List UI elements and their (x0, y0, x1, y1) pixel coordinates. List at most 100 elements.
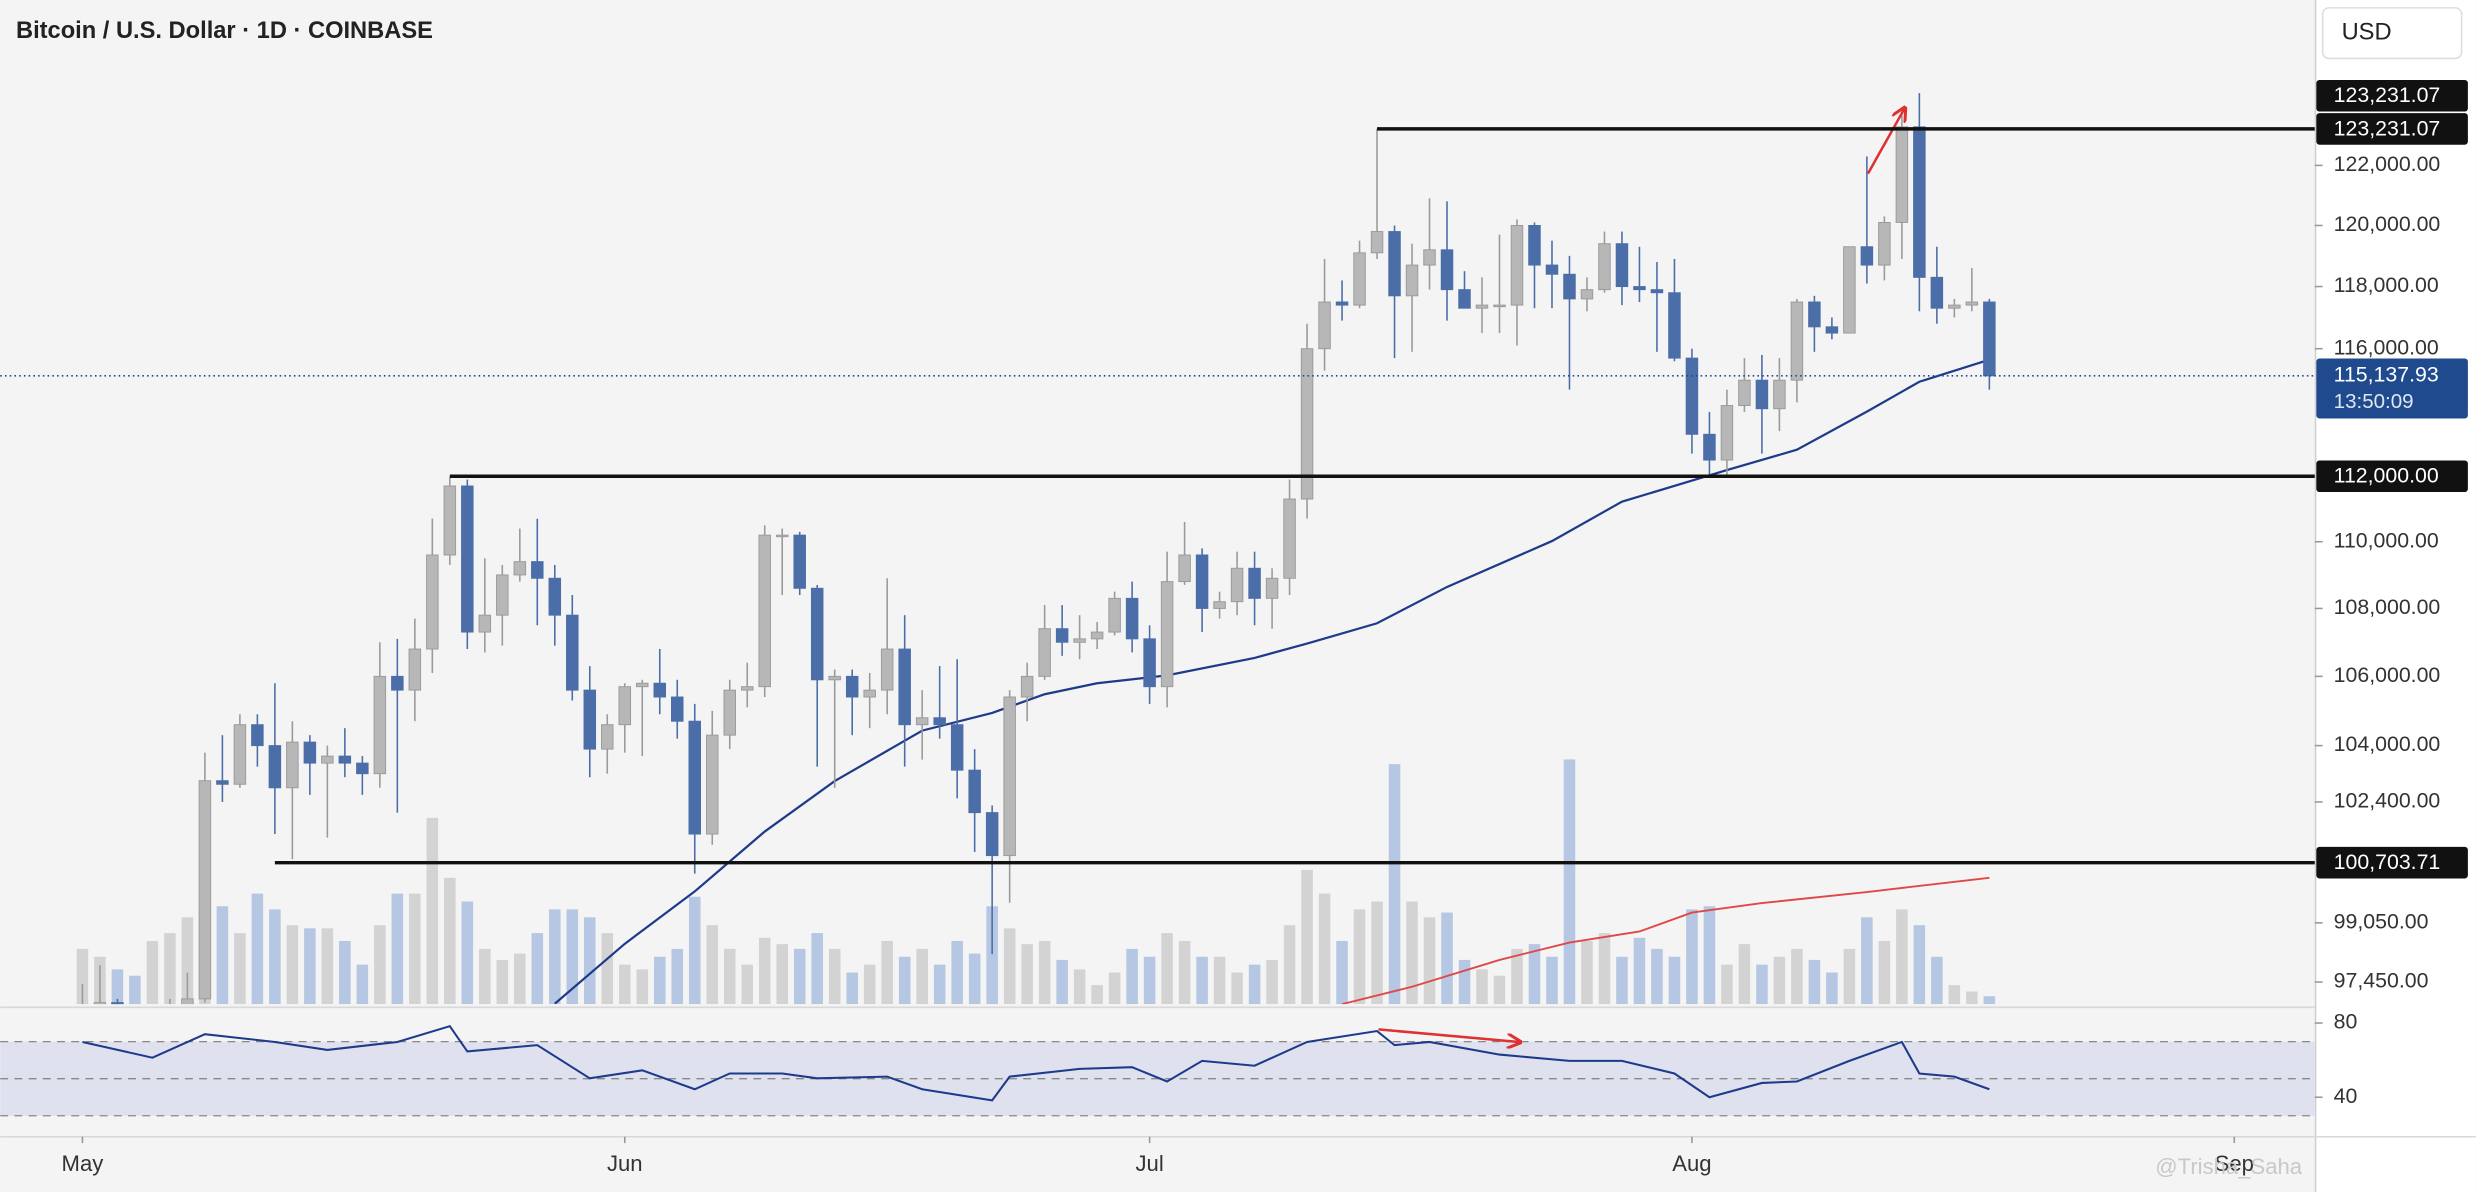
candle-body (880, 648, 894, 691)
y-tick-label: 116,000.00 (2334, 335, 2439, 359)
candle-body (933, 717, 946, 726)
volume-bar (1283, 925, 1296, 1005)
candle-body (1843, 246, 1856, 334)
last-price-label: 115,137.93 (2334, 362, 2439, 386)
volume-bar (339, 940, 351, 1005)
volume-bar (1476, 969, 1488, 1005)
volume-bar (531, 933, 544, 1005)
volume-bar (1826, 972, 1838, 1005)
candle-body (496, 574, 509, 616)
y-tick-label: 99,050.00 (2334, 909, 2429, 933)
volume-bar (1353, 909, 1366, 1005)
volume-bar (863, 964, 876, 1005)
volume-bar (566, 909, 579, 1005)
volume-bar (1773, 956, 1786, 1005)
candle-body (531, 561, 544, 579)
candle-body (1895, 126, 1909, 223)
volume-bar (1633, 937, 1646, 1005)
candle-body (1703, 433, 1716, 461)
volume-bar (321, 928, 334, 1005)
candle-body (198, 780, 212, 1000)
candle-body (1563, 273, 1576, 300)
candle-body (810, 587, 824, 681)
volume-bar (584, 917, 596, 1005)
level-label: 100,703.71 (2334, 850, 2441, 874)
volume-bar (688, 896, 701, 1005)
candle-body (1318, 301, 1331, 350)
y-tick-label: 97,450.00 (2334, 969, 2429, 993)
candle-body (478, 614, 492, 633)
candle-body (1178, 554, 1191, 583)
volume-bar (1178, 940, 1191, 1005)
volume-bar (1616, 956, 1628, 1005)
candle-body (181, 998, 194, 1005)
volume-bar (181, 917, 194, 1005)
volume-bar (304, 928, 316, 1005)
candle-body (1983, 301, 1996, 377)
candle-body (303, 741, 317, 764)
candle-body (461, 485, 474, 633)
volume-bar (636, 969, 649, 1005)
volume-bar (1651, 948, 1663, 1005)
candle-body (1493, 304, 1506, 308)
candle-body (968, 769, 981, 814)
rsi-line (82, 1024, 1990, 1102)
volume-bar (234, 933, 246, 1005)
volume-bar (1336, 940, 1348, 1005)
volume-bar (706, 925, 719, 1005)
volume-ma-line (1341, 876, 1990, 1005)
candle-body (1475, 304, 1489, 309)
volume-bar (1423, 917, 1436, 1005)
currency-label: USD (2342, 19, 2392, 45)
y-tick-label: 102,400.00 (2334, 789, 2441, 813)
candle-body (321, 755, 334, 764)
volume-bar (741, 964, 754, 1005)
candle-body (740, 686, 754, 691)
y-tick-label: 118,000.00 (2334, 273, 2439, 297)
candle-body (93, 1002, 107, 1005)
currency-button[interactable] (2321, 7, 2463, 60)
volume-bar (1896, 909, 1908, 1005)
candle-body (671, 696, 684, 722)
chart-title: Bitcoin / U.S. Dollar · 1D · COINBASE (16, 18, 433, 44)
candle-body (1545, 264, 1559, 275)
price-axis-background (2316, 0, 2476, 1192)
candle-body (1965, 301, 1979, 306)
x-tick-label: May (62, 1151, 104, 1176)
volume-bar (251, 893, 264, 1005)
volume-bar (1458, 959, 1471, 1005)
candle-body (1090, 631, 1104, 640)
volume-bar (986, 906, 998, 1005)
volume-bar (479, 948, 491, 1005)
candle-body (688, 720, 701, 835)
volume-bar (1878, 940, 1891, 1005)
volume-bar (1931, 956, 1943, 1005)
volume-bar (1703, 906, 1716, 1005)
y-tick-label: 106,000.00 (2334, 663, 2441, 687)
annotation-arrow (1378, 1028, 1520, 1042)
candle-body (1335, 301, 1349, 306)
candle-body (111, 1002, 124, 1005)
volume-bar (951, 940, 963, 1005)
volume-bar (968, 953, 981, 1005)
volume-bar (514, 953, 526, 1005)
candle-body (793, 534, 806, 589)
volume-bar (1983, 996, 1996, 1005)
candle-body (1930, 276, 1944, 309)
candle-body (1003, 696, 1016, 857)
candle-body (1265, 577, 1279, 599)
candle-body (426, 554, 439, 650)
volume-bar (881, 940, 893, 1005)
candle-body (338, 755, 352, 764)
volume-bar (1213, 956, 1226, 1005)
volume-bar (1511, 948, 1523, 1005)
candle-body (373, 675, 387, 775)
volume-bar (1528, 944, 1541, 1005)
candle-body (1510, 225, 1524, 306)
candle-body (583, 689, 597, 750)
volume-bar (461, 901, 474, 1005)
candle-body (566, 614, 579, 691)
volume-bar (1861, 917, 1873, 1005)
